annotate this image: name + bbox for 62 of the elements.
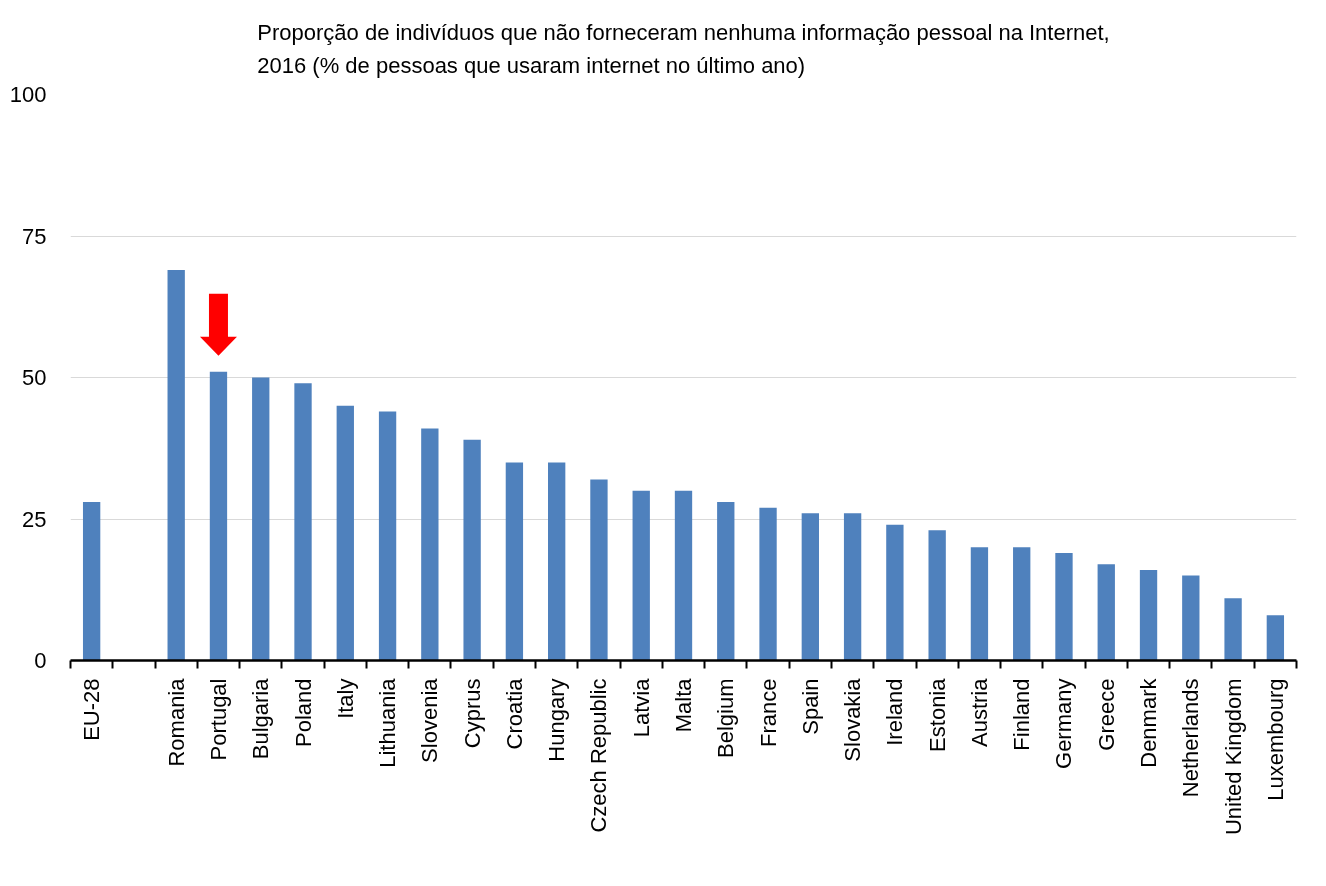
bar bbox=[294, 383, 312, 661]
bar bbox=[886, 524, 904, 661]
bar bbox=[336, 405, 354, 661]
x-tick-label: Slovakia bbox=[840, 677, 866, 762]
x-tick-label: Denmark bbox=[1136, 677, 1162, 768]
bar bbox=[209, 371, 228, 661]
bar bbox=[421, 428, 439, 661]
bar bbox=[1224, 598, 1242, 661]
x-tick-label: Ireland bbox=[882, 678, 908, 746]
x-tick-label: Latvia bbox=[628, 677, 654, 738]
x-tick-label: France bbox=[755, 678, 781, 747]
x-tick-label: Croatia bbox=[501, 677, 527, 750]
bar bbox=[378, 411, 397, 661]
bar bbox=[1139, 569, 1158, 661]
bar bbox=[1097, 564, 1115, 661]
x-tick-label: Lithuania bbox=[375, 677, 401, 768]
x-tick-label: Luxembourg bbox=[1262, 678, 1288, 801]
x-tick-label: Germany bbox=[1051, 678, 1077, 769]
x-tick-label: Estonia bbox=[924, 677, 950, 752]
chart-title: Proporção de indivíduos que não forneceram nenhuma informação pessoal na Internet, 2016 (% de pessoas que usaram internet no último ano) bbox=[257, 20, 1110, 78]
x-tick-label: Spain bbox=[797, 678, 823, 735]
bar bbox=[548, 462, 566, 661]
x-tick-label: Netherlands bbox=[1178, 678, 1204, 798]
y-tick-label: 50 bbox=[22, 365, 47, 390]
bar bbox=[801, 513, 819, 661]
x-tick-label: Hungary bbox=[544, 678, 570, 762]
x-tick-label: Bulgaria bbox=[248, 677, 274, 760]
bar bbox=[252, 377, 270, 661]
bar bbox=[843, 513, 862, 661]
y-tick-label: 25 bbox=[22, 506, 47, 532]
x-tick-label: Belgium bbox=[713, 678, 739, 758]
x-tick-label: Poland bbox=[290, 678, 316, 747]
x-tick-label: Austria bbox=[966, 677, 992, 747]
bar bbox=[759, 507, 777, 661]
y-tick-label: 100 bbox=[9, 82, 47, 107]
bar bbox=[1266, 615, 1285, 661]
x-tick-label: Romania bbox=[163, 677, 189, 767]
x-tick-label: Greece bbox=[1093, 678, 1119, 751]
x-tick-label: Finland bbox=[1009, 678, 1035, 751]
bar bbox=[167, 269, 185, 661]
bar bbox=[717, 502, 735, 661]
x-tick-label: Cyprus bbox=[459, 678, 485, 749]
bar bbox=[970, 547, 989, 661]
bar bbox=[1013, 547, 1031, 661]
x-tick-label: United Kingdom bbox=[1220, 678, 1246, 836]
x-tick-label: Italy bbox=[332, 678, 358, 719]
bar bbox=[463, 439, 481, 661]
bar bbox=[82, 502, 101, 661]
bar bbox=[505, 462, 524, 661]
y-tick-label: 75 bbox=[22, 223, 47, 249]
x-tick-label: Czech Republic bbox=[586, 678, 612, 833]
bar bbox=[632, 490, 650, 661]
x-tick-label: Malta bbox=[671, 677, 696, 733]
bar bbox=[1182, 575, 1200, 661]
bar bbox=[590, 479, 608, 661]
bar bbox=[674, 490, 693, 661]
x-tick-label: Portugal bbox=[205, 678, 231, 761]
x-tick-label: Slovenia bbox=[417, 677, 443, 763]
y-tick-label: 0 bbox=[34, 648, 47, 673]
x-tick-label: EU-28 bbox=[79, 678, 105, 741]
bar bbox=[928, 530, 946, 661]
bar bbox=[1055, 552, 1073, 661]
